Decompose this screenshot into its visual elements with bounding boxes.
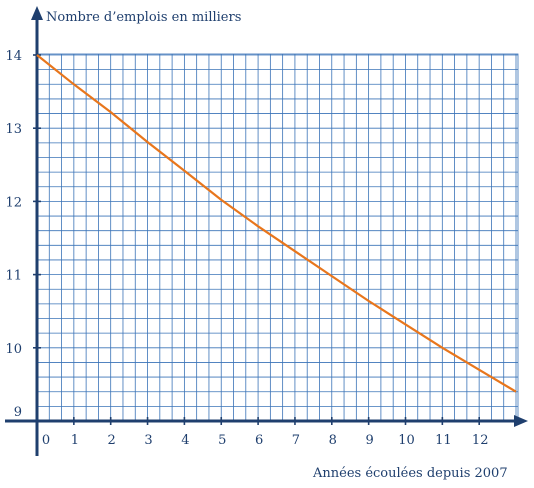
x-tick-label: 3: [144, 433, 152, 448]
x-tick-label: 0: [42, 433, 50, 448]
y-tick-label: 9: [14, 405, 22, 420]
y-axis-arrow: [31, 6, 43, 20]
x-tick-label: 8: [329, 433, 337, 448]
y-tick-label: 11: [5, 269, 22, 284]
grid: [36, 53, 519, 422]
x-tick-label: 11: [435, 433, 452, 448]
x-tick-label: 2: [108, 433, 116, 448]
plot-border: [36, 53, 519, 422]
y-axis-title: Nombre d’emplois en milliers: [46, 10, 241, 25]
y-tick-label: 12: [5, 195, 22, 210]
axes: [5, 6, 528, 456]
x-tick-label: 4: [181, 433, 189, 448]
x-axis-arrow: [514, 415, 528, 427]
x-tick-label: 1: [71, 433, 79, 448]
x-tick-label: 9: [366, 433, 374, 448]
y-tick-label: 10: [5, 342, 22, 357]
series-line-0: [36, 54, 517, 393]
x-tick-label: 5: [218, 433, 226, 448]
y-tick-label: 13: [5, 122, 22, 137]
x-tick-label: 7: [292, 433, 300, 448]
x-tick-label: 6: [255, 433, 263, 448]
x-tick-label: 12: [472, 433, 489, 448]
x-axis-title: Années écoulées depuis 2007: [312, 466, 508, 481]
y-tick-label: 14: [5, 49, 22, 64]
series-group: [36, 54, 517, 393]
x-tick-label: 10: [398, 433, 415, 448]
